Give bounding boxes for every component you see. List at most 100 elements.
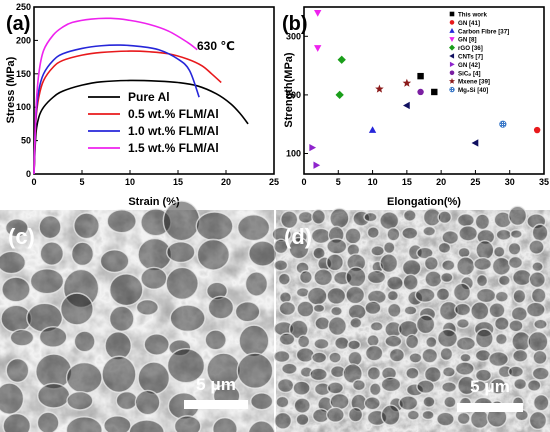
dimple xyxy=(457,246,471,259)
dimple xyxy=(379,253,399,273)
dimple xyxy=(422,395,436,408)
dimple xyxy=(457,375,477,396)
dimple xyxy=(475,287,497,304)
dimple xyxy=(173,415,202,432)
dimple xyxy=(36,411,60,432)
dimple xyxy=(421,347,439,364)
dimple xyxy=(459,352,472,363)
dimple xyxy=(347,350,363,367)
dimple xyxy=(196,238,230,271)
dimple xyxy=(326,381,345,395)
dimple xyxy=(452,282,472,302)
dimple xyxy=(166,347,206,384)
point-8-1 xyxy=(402,78,412,87)
dimple xyxy=(103,415,132,432)
dimple xyxy=(345,285,366,305)
dimple xyxy=(511,330,532,352)
dimple xyxy=(507,365,524,378)
dimple xyxy=(271,226,292,243)
dimple xyxy=(328,351,342,364)
dimple xyxy=(244,271,269,297)
dimple xyxy=(313,382,332,397)
dimple xyxy=(435,287,451,302)
dimple xyxy=(311,351,328,364)
dimple xyxy=(29,268,65,295)
dimple xyxy=(70,241,95,267)
dimple xyxy=(439,346,454,362)
b-x-tick-label: 30 xyxy=(505,177,515,187)
dimple xyxy=(384,334,403,348)
dimple xyxy=(528,271,546,289)
dimple xyxy=(277,272,291,286)
dimple xyxy=(363,211,378,223)
dimple xyxy=(531,261,544,273)
point-4-0 xyxy=(337,55,346,64)
legend-marker-8 xyxy=(448,77,456,84)
legend-label-0: This work xyxy=(458,12,487,19)
a-y-tick-label: 50 xyxy=(21,136,31,146)
dimple xyxy=(344,227,362,245)
dimple xyxy=(281,362,298,375)
b-x-tick-label: 5 xyxy=(336,177,341,187)
dimple xyxy=(166,241,196,264)
dimple xyxy=(237,214,271,242)
dimple xyxy=(402,209,417,222)
dimple xyxy=(1,276,31,303)
dimple xyxy=(422,225,437,237)
dimple xyxy=(398,395,419,411)
dimple xyxy=(238,324,270,358)
dimple xyxy=(278,332,296,346)
dimple xyxy=(206,281,228,301)
dimple xyxy=(532,393,550,412)
dimple xyxy=(403,305,418,316)
dimple xyxy=(310,227,332,245)
point-8-0 xyxy=(375,84,384,93)
dimple xyxy=(37,382,71,409)
dimple xyxy=(275,395,290,409)
dimple xyxy=(38,214,62,240)
a-y-tick-label: 200 xyxy=(16,35,31,45)
dimple xyxy=(247,420,276,432)
dimple xyxy=(526,213,547,230)
a-y-tick-label: 150 xyxy=(16,69,31,79)
a-y-axis-label: Stress (MPa) xyxy=(5,56,17,123)
dimple xyxy=(474,213,491,231)
dimple xyxy=(366,269,387,285)
dimple xyxy=(512,348,529,363)
dimple xyxy=(405,366,420,380)
legend-label-3: GN [8] xyxy=(458,37,477,44)
dimple xyxy=(526,379,542,392)
dimple xyxy=(134,389,161,416)
legend-label-2: Carbon Fibre [37] xyxy=(458,28,509,35)
dimple xyxy=(195,211,234,242)
a-x-tick-label: 20 xyxy=(221,177,231,187)
b-y-tick-label: 300 xyxy=(286,31,301,41)
dimple xyxy=(456,213,475,228)
dimple xyxy=(405,333,420,350)
dimple xyxy=(438,300,459,321)
dimple xyxy=(207,295,235,320)
dimple xyxy=(345,266,367,288)
dimple xyxy=(248,240,278,267)
dimple xyxy=(436,411,455,427)
dimple xyxy=(60,292,94,326)
dimple xyxy=(143,333,170,356)
dimple xyxy=(405,383,425,397)
dimple xyxy=(454,302,472,317)
dimple xyxy=(532,349,548,365)
dimple xyxy=(137,361,171,395)
dimple xyxy=(292,380,311,396)
dimple xyxy=(278,301,297,316)
dimple xyxy=(366,334,380,348)
dimple xyxy=(441,366,456,378)
dimple xyxy=(273,349,291,364)
a-series-lines xyxy=(33,17,249,175)
dimple xyxy=(346,243,361,257)
panel-label-d: (d) xyxy=(284,224,312,249)
dimple xyxy=(349,317,363,329)
legend-label-5: CNTs [7] xyxy=(458,54,483,61)
dimple xyxy=(382,241,396,255)
dimple xyxy=(38,326,68,348)
dimple xyxy=(530,287,547,304)
dimple xyxy=(493,245,506,258)
